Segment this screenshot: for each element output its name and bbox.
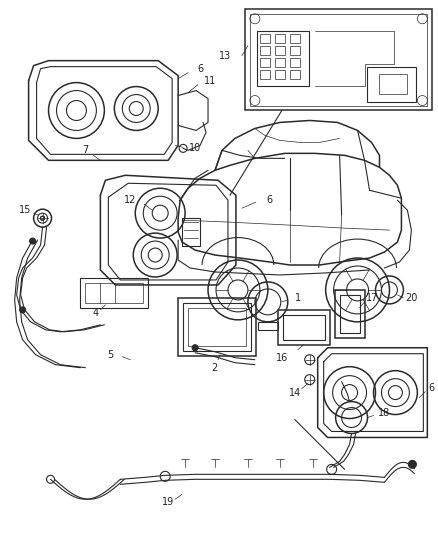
Bar xyxy=(260,34,270,43)
Bar xyxy=(257,31,309,86)
Bar xyxy=(245,9,432,110)
Text: 4: 4 xyxy=(92,308,99,318)
Bar xyxy=(81,278,148,308)
Bar xyxy=(290,46,300,55)
Bar xyxy=(260,70,270,78)
Bar xyxy=(379,74,407,94)
Bar xyxy=(290,58,300,67)
Bar xyxy=(85,283,143,303)
Bar xyxy=(290,70,300,78)
Text: 6: 6 xyxy=(428,383,434,393)
Circle shape xyxy=(408,461,417,469)
Bar xyxy=(258,322,278,330)
Bar xyxy=(283,315,325,340)
Text: 6: 6 xyxy=(197,63,203,74)
Bar xyxy=(275,46,285,55)
Circle shape xyxy=(192,345,198,351)
Text: 7: 7 xyxy=(82,146,88,155)
Text: 2: 2 xyxy=(211,362,217,373)
Text: 16: 16 xyxy=(276,353,288,363)
Text: 19: 19 xyxy=(162,497,174,507)
Circle shape xyxy=(30,238,35,244)
Bar xyxy=(278,310,330,345)
Bar xyxy=(275,70,285,78)
Bar xyxy=(290,34,300,43)
Text: 15: 15 xyxy=(19,205,32,215)
Bar xyxy=(188,308,246,346)
Bar xyxy=(339,295,360,333)
Text: 13: 13 xyxy=(219,51,231,61)
Bar xyxy=(250,14,427,106)
Bar xyxy=(260,46,270,55)
Bar xyxy=(275,34,285,43)
Bar xyxy=(335,290,364,338)
Bar xyxy=(182,218,200,246)
Text: 11: 11 xyxy=(204,76,216,86)
Circle shape xyxy=(20,307,25,313)
Bar xyxy=(183,303,251,351)
Bar xyxy=(367,67,417,101)
Text: 12: 12 xyxy=(124,195,137,205)
Text: 14: 14 xyxy=(289,387,301,398)
Text: 5: 5 xyxy=(107,350,113,360)
Text: 6: 6 xyxy=(267,195,273,205)
Text: 18: 18 xyxy=(378,408,391,417)
Bar xyxy=(260,58,270,67)
Bar xyxy=(275,58,285,67)
Text: 20: 20 xyxy=(405,293,417,303)
Bar xyxy=(178,298,256,356)
Text: 10: 10 xyxy=(189,143,201,154)
Text: 17: 17 xyxy=(366,293,379,303)
Text: 1: 1 xyxy=(295,293,301,303)
